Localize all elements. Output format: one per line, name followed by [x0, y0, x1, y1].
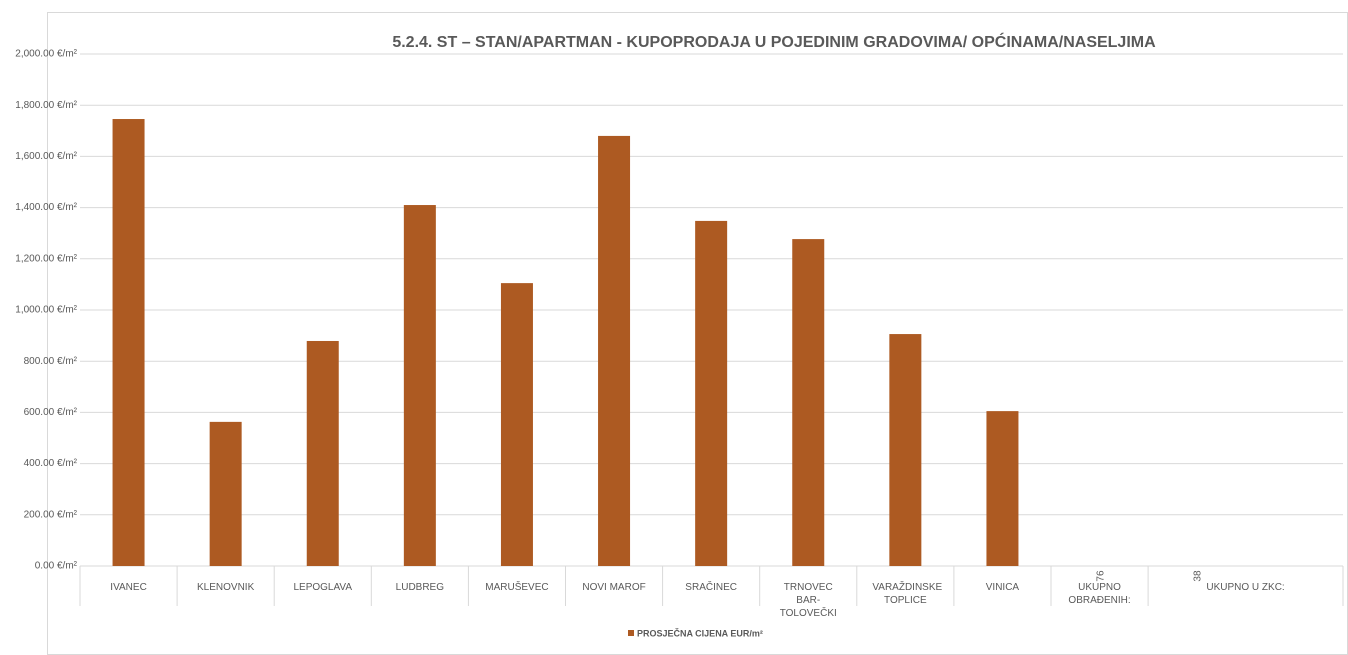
y-tick-label: 1,000.00 €/m² — [15, 305, 77, 316]
x-tick-label: UKUPNO U ZKC: — [1206, 582, 1285, 593]
y-tick-label: 200.00 €/m² — [24, 509, 78, 520]
bar — [889, 334, 922, 566]
y-tick-label: 600.00 €/m² — [24, 407, 78, 418]
x-tick-label: SRAČINEC — [685, 582, 737, 593]
bar — [986, 411, 1019, 566]
y-tick-label: 400.00 €/m² — [24, 458, 78, 469]
bar — [306, 340, 339, 566]
y-tick-label: 1,200.00 €/m² — [15, 253, 77, 264]
y-tick-label: 2,000.00 €/m² — [15, 49, 77, 60]
x-tick-label: KLENOVNIK — [197, 582, 255, 593]
annotation: 76 — [1096, 570, 1107, 582]
y-tick-label: 1,600.00 €/m² — [15, 151, 77, 162]
x-tick-label: TRNOVEC BAR-TOLOVEČKI — [779, 582, 837, 619]
x-tick-label: IVANEC — [110, 582, 147, 593]
y-tick-label: 800.00 €/m² — [24, 356, 78, 367]
bar — [598, 135, 631, 567]
x-tick-label: LUDBREG — [395, 582, 445, 593]
y-tick-label: 1,800.00 €/m² — [15, 100, 77, 111]
bar — [112, 119, 145, 567]
y-tick-label: 1,400.00 €/m² — [15, 202, 77, 213]
x-tick-label: VINICA — [985, 582, 1020, 593]
legend-label: PROSJEČNA CIJENA EUR/m² — [637, 627, 763, 638]
x-tick-label: MARUŠEVEC — [485, 582, 549, 593]
legend-swatch — [628, 630, 634, 636]
x-tick-label: NOVI MAROF — [582, 582, 646, 593]
chart-title: 5.2.4. ST – STAN/APARTMAN - KUPOPRODAJA … — [392, 32, 1156, 51]
x-tick-label: VARAŽDINSKE TOPLICE — [872, 582, 943, 606]
annotation: 38 — [1193, 570, 1204, 582]
bar — [792, 239, 825, 566]
x-tick-label: LEPOGLAVA — [293, 582, 353, 593]
bar — [403, 205, 436, 567]
x-tick-label: UKUPNO OBRAĐENIH: — [1068, 582, 1131, 606]
bar — [500, 283, 533, 566]
bar — [695, 220, 728, 567]
y-tick-label: 0.00 €/m² — [35, 561, 78, 572]
bar — [209, 421, 242, 566]
